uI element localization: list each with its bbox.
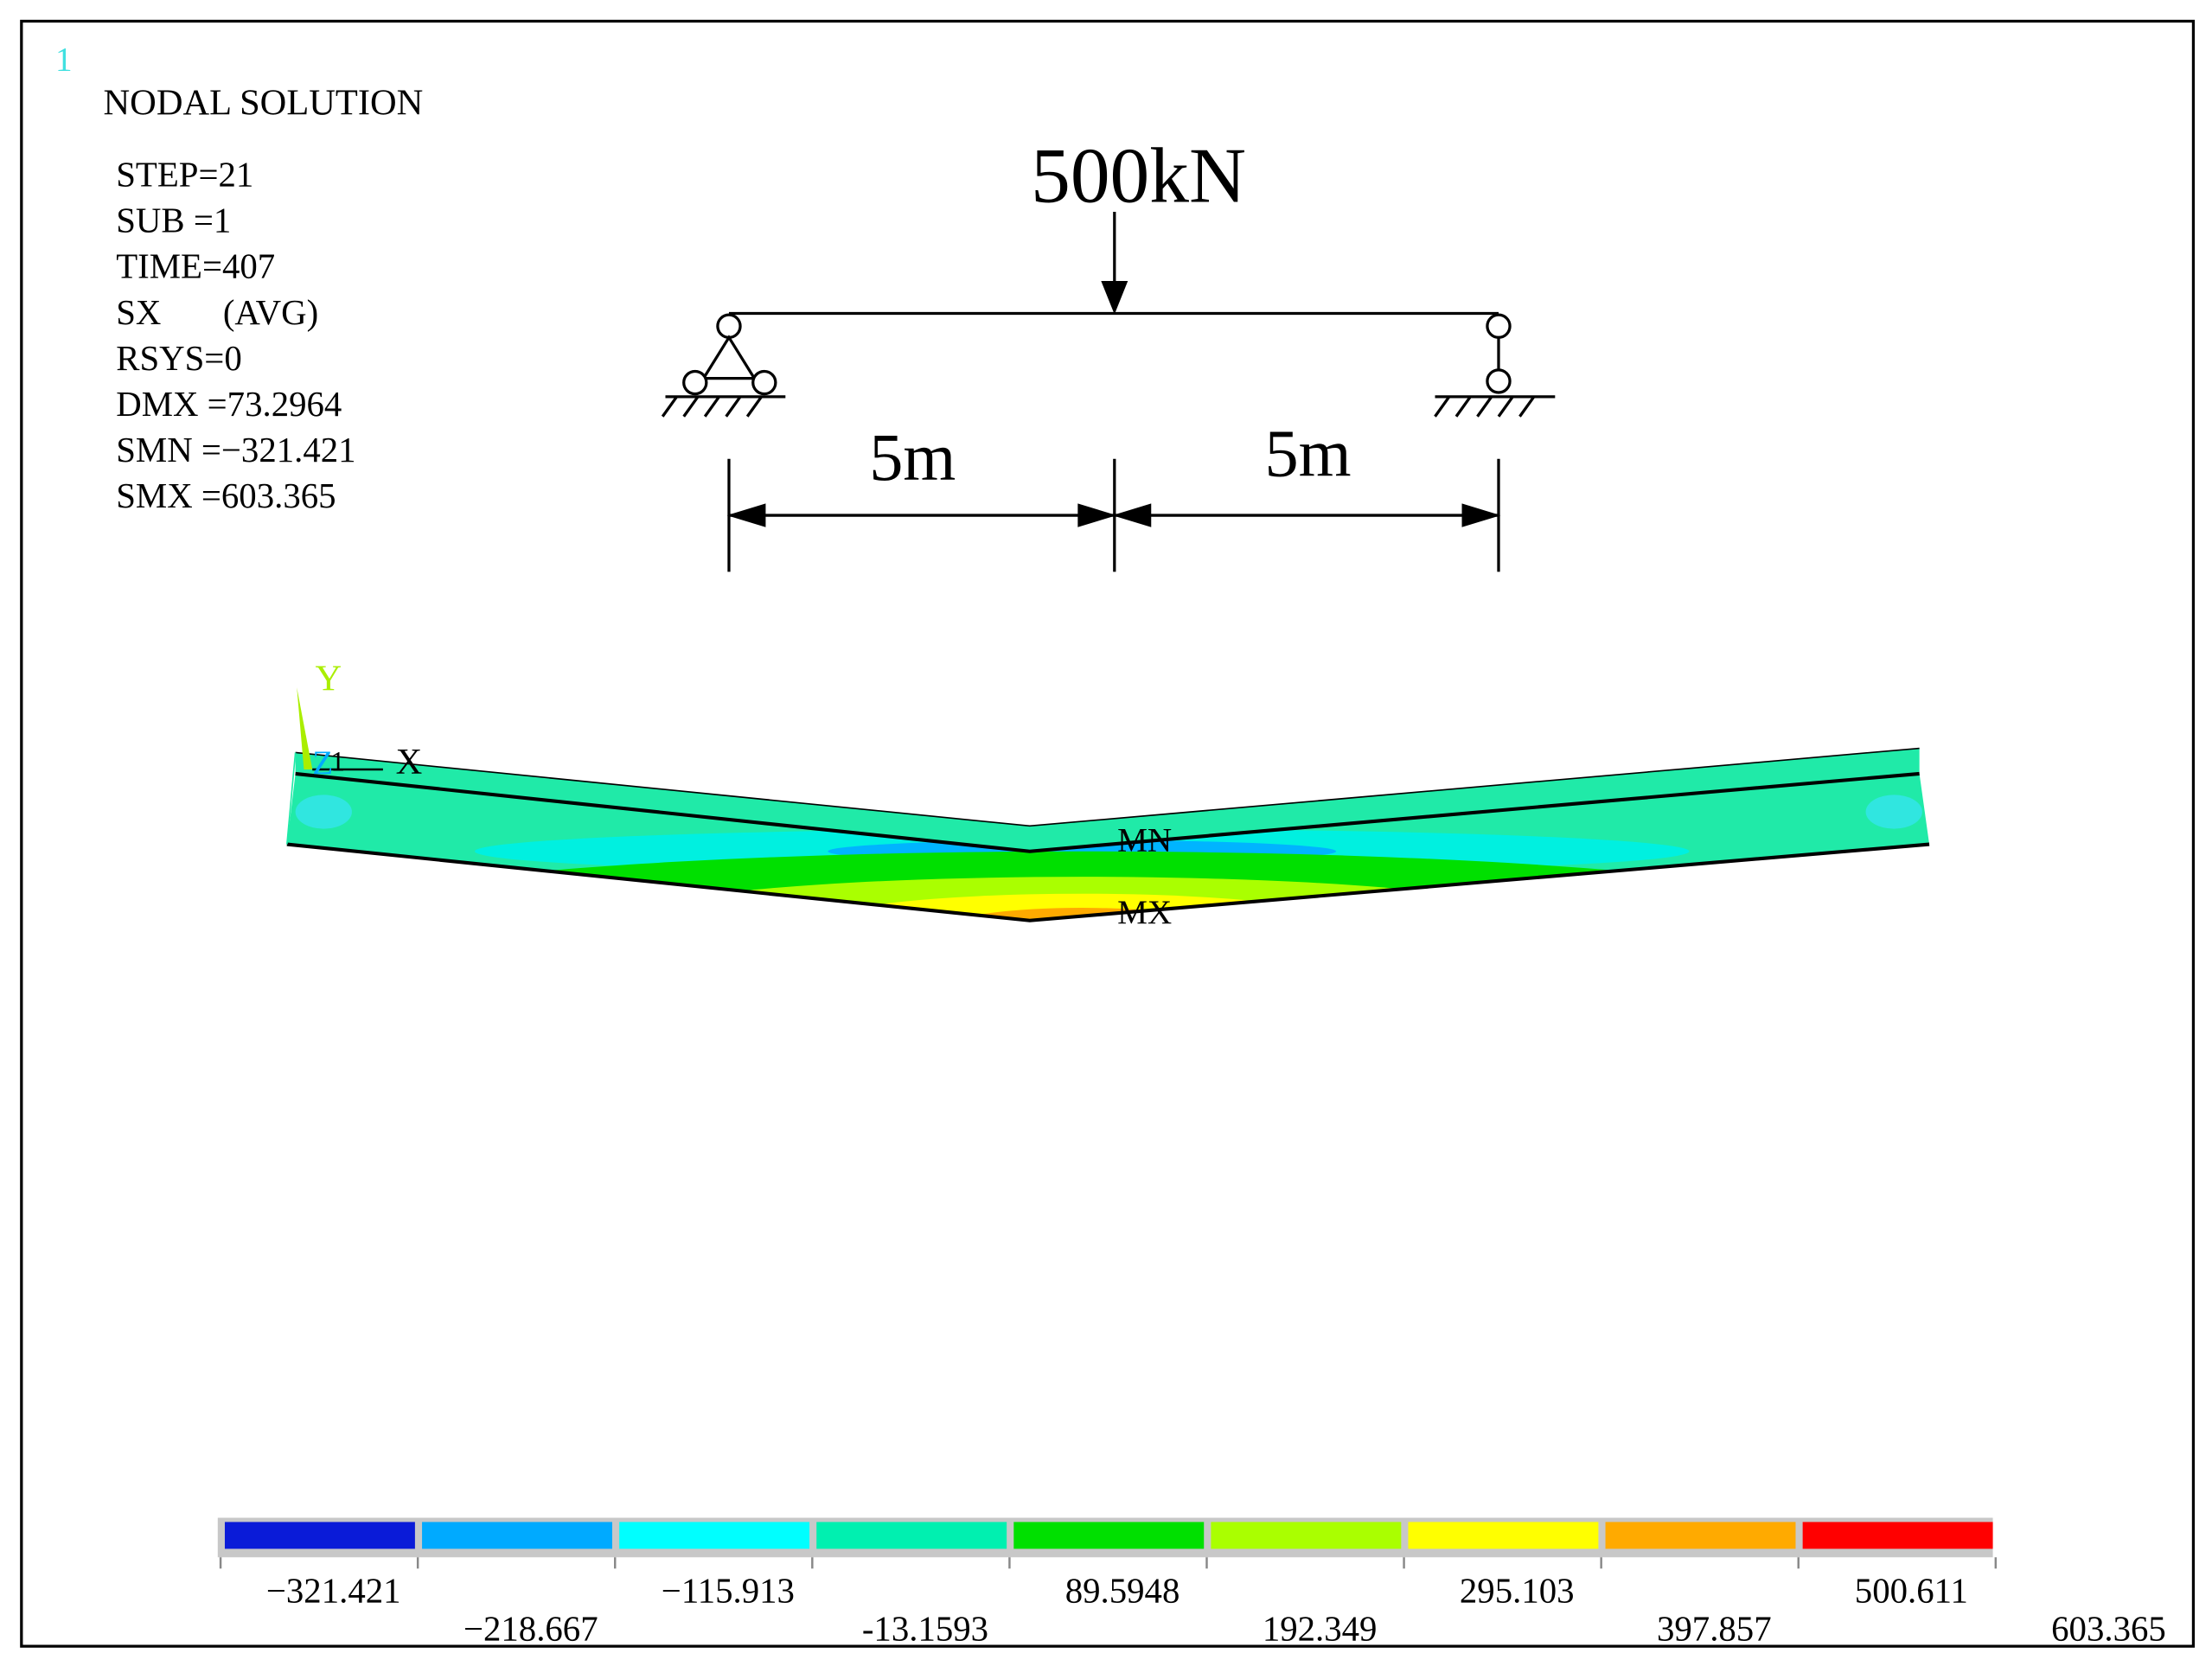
- legend-swatch: [422, 1522, 612, 1549]
- legend-label: 397.857: [1657, 1610, 1772, 1649]
- info-line: RSYS=0: [116, 339, 242, 378]
- legend-swatch: [816, 1522, 1007, 1549]
- legend-label: 295.103: [1460, 1572, 1575, 1611]
- info-line: SUB =1: [116, 201, 231, 240]
- min-marker: MN: [1117, 822, 1172, 859]
- load-diagram: [661, 211, 1556, 572]
- info-line: SMX =603.365: [116, 476, 336, 515]
- axis-z: Z: [312, 744, 333, 782]
- legend-label: 89.5948: [1065, 1572, 1180, 1611]
- legend-label: 500.611: [1855, 1572, 1968, 1611]
- info-line: SX (AVG): [116, 293, 318, 332]
- legend-swatch: [1211, 1522, 1402, 1549]
- window-number: 1: [55, 41, 73, 79]
- legend-label: −218.667: [463, 1610, 598, 1649]
- legend: −321.421 −218.667 −115.913 -13.1593 89.5948 1…: [217, 1517, 2166, 1649]
- legend-swatch: [1013, 1522, 1205, 1549]
- load-label: 500kN: [1031, 132, 1246, 220]
- span-label: 5m: [869, 419, 956, 495]
- span-label: 5m: [1264, 415, 1351, 490]
- title: NODAL SOLUTION: [104, 82, 424, 123]
- info-line: STEP=21: [116, 156, 253, 195]
- legend-label: 603.365: [2051, 1610, 2166, 1649]
- legend-swatch: [1408, 1522, 1599, 1549]
- legend-label: −115.913: [662, 1572, 795, 1611]
- info-block: STEP=21 SUB =1 TIME=407 SX (AVG) RSYS=0 DMX =…: [116, 156, 355, 516]
- info-line: SMN =−321.421: [116, 431, 355, 469]
- legend-label: −321.421: [266, 1572, 401, 1611]
- legend-label: 192.349: [1263, 1610, 1378, 1649]
- info-line: DMX =73.2964: [116, 385, 342, 424]
- legend-label: -13.1593: [862, 1610, 988, 1649]
- triad-node: 1: [330, 747, 344, 778]
- legend-swatch: [1605, 1522, 1796, 1549]
- axis-x: X: [396, 742, 423, 782]
- axis-y: Y: [315, 659, 342, 699]
- legend-swatch: [1802, 1522, 1993, 1549]
- legend-swatch: [619, 1522, 810, 1549]
- legend-swatch: [224, 1522, 415, 1549]
- info-line: TIME=407: [116, 247, 275, 286]
- max-marker: MX: [1117, 894, 1172, 931]
